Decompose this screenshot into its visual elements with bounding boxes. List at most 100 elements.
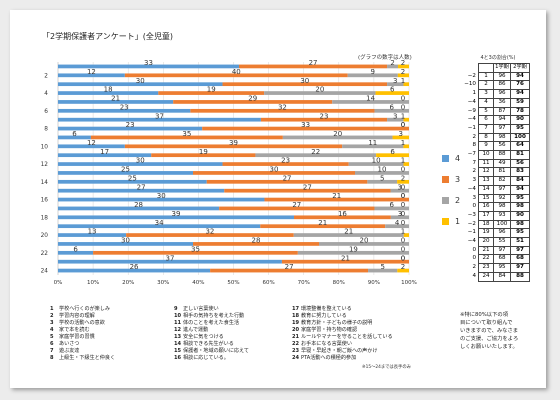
item-text: お手本になる言葉使い: [301, 341, 352, 347]
table-cell: −1: [467, 229, 476, 236]
list-item: 9 正しい言葉使い: [174, 306, 249, 313]
table-row: −4 4 36 59: [462, 97, 530, 108]
data-label: 1: [401, 139, 405, 147]
table-cell: 100: [493, 219, 511, 230]
bar-segment-5-3: [173, 100, 333, 104]
item-text: 教育に努力している: [301, 313, 347, 319]
bar-segment-6-3: [190, 108, 375, 113]
bar-segment-3-2: [387, 82, 404, 87]
x-tick-label: 10%: [87, 280, 99, 286]
table-cell: 6: [478, 115, 494, 125]
data-label: 33: [301, 121, 310, 129]
data-label: 21: [318, 219, 327, 227]
data-label: 19: [349, 245, 358, 253]
bar-segment-2-2: [347, 73, 398, 78]
bar-segment-17-2: [374, 206, 409, 211]
table-row: −3 17 93 90: [462, 210, 530, 221]
bar-segment-19-4: [58, 224, 261, 229]
item-number: 1: [50, 306, 54, 312]
data-label: 1: [401, 228, 405, 236]
table-row: −7 10 88 81: [462, 150, 530, 160]
bar-segment-14-4: [58, 179, 207, 184]
item-text: 家で本を読む: [59, 327, 90, 333]
data-label: 11: [368, 139, 377, 147]
data-label: 2: [401, 59, 405, 67]
data-label: 0: [401, 237, 405, 245]
table-cell: 88: [493, 150, 511, 160]
table-cell: 56: [493, 141, 511, 152]
item-text: 体のことを考えた食生活: [183, 320, 240, 326]
bar-segment-2-3: [124, 73, 348, 78]
data-label: 0: [401, 103, 405, 111]
bar-segment-11-3: [151, 153, 256, 158]
table-row: −2 1 96 94: [462, 71, 530, 82]
table-cell: 90: [510, 115, 530, 125]
table-cell: 94: [510, 71, 530, 82]
data-label: 34: [155, 219, 164, 227]
bar-segment-1-2: [387, 64, 399, 69]
table-cell: 7: [472, 159, 476, 166]
table-cell: 84: [493, 271, 511, 282]
list-item: 18 教育に努力している: [292, 313, 393, 320]
item-number: 15: [174, 348, 182, 354]
list-item: 14 相談できる先生がいる: [174, 341, 249, 348]
table-row: −4 20 55 51: [462, 237, 530, 247]
y-tick-label: 14: [41, 180, 49, 186]
data-label: 0: [401, 254, 405, 262]
item-text: 学習内容の理解: [59, 313, 95, 319]
table-cell: 2: [472, 133, 476, 140]
table-row: 1 3 96 94: [462, 89, 530, 99]
data-label: 0: [401, 245, 405, 253]
table-cell: 2: [472, 168, 476, 175]
x-tick-label: 40%: [192, 280, 204, 286]
item-text: あいさつ: [59, 341, 80, 347]
table-cell: 14: [478, 184, 494, 195]
bar-segment-24-1: [397, 268, 409, 273]
item-text: 学校の活動への意欲: [59, 320, 105, 326]
data-label: 30: [136, 77, 145, 85]
table-cell: 51: [510, 237, 530, 247]
bar-segment-18-2: [390, 215, 409, 220]
data-label: 21: [111, 95, 120, 103]
x-tick-label: 20%: [122, 280, 134, 286]
bar-segment-3-4: [58, 82, 223, 87]
table-row: 2 23 95 97: [462, 263, 530, 273]
table-cell: 94: [510, 89, 530, 99]
legend-item-3: 3: [442, 169, 460, 190]
y-tick-label: 20: [41, 233, 49, 239]
bar-segment-20-4: [58, 233, 127, 237]
data-label: 30: [136, 157, 145, 165]
item-number: 13: [174, 334, 182, 340]
data-label: 22: [311, 148, 320, 156]
table-cell: 100: [510, 132, 530, 143]
bar-segment-7-2: [387, 117, 404, 122]
bar-segment-22-4: [58, 250, 94, 255]
bar-segment-10-2: [342, 144, 404, 149]
bar-segment-13-3: [193, 171, 355, 175]
legend-label: 3: [455, 175, 461, 184]
table-row: −4 14 97 94: [462, 184, 530, 195]
data-label: 25: [128, 174, 137, 182]
data-label: 20: [315, 86, 324, 94]
data-label: 32: [278, 103, 287, 111]
table-cell: −2: [467, 220, 476, 227]
item-text: 早寝・早起き・朝ご飯への声かけ: [301, 348, 378, 354]
table-row: −4 6 94 90: [462, 115, 530, 125]
legend-item-4: 4: [442, 148, 460, 169]
bar-segment-9-3: [90, 135, 283, 140]
item-number: 9: [174, 306, 178, 312]
table-cell: 64: [510, 141, 530, 152]
table-cell: 8: [478, 132, 494, 143]
y-tick-label: 10: [41, 144, 49, 150]
table-cell: 16: [478, 202, 494, 212]
table-cell: 78: [510, 106, 530, 117]
data-label: 9: [371, 68, 375, 76]
data-label: 37: [165, 254, 174, 262]
remark-line: しくお願いいたします。: [460, 344, 518, 350]
x-tick-label: 0%: [54, 280, 63, 286]
item-text: 家庭学習の習慣: [59, 334, 95, 340]
list-item: 11 体のことを考えた食生活: [174, 320, 249, 327]
list-item: 8 上級生・下級生と仲良く: [50, 355, 115, 362]
item-number: 5: [50, 334, 54, 340]
table-cell: 9: [478, 141, 494, 152]
